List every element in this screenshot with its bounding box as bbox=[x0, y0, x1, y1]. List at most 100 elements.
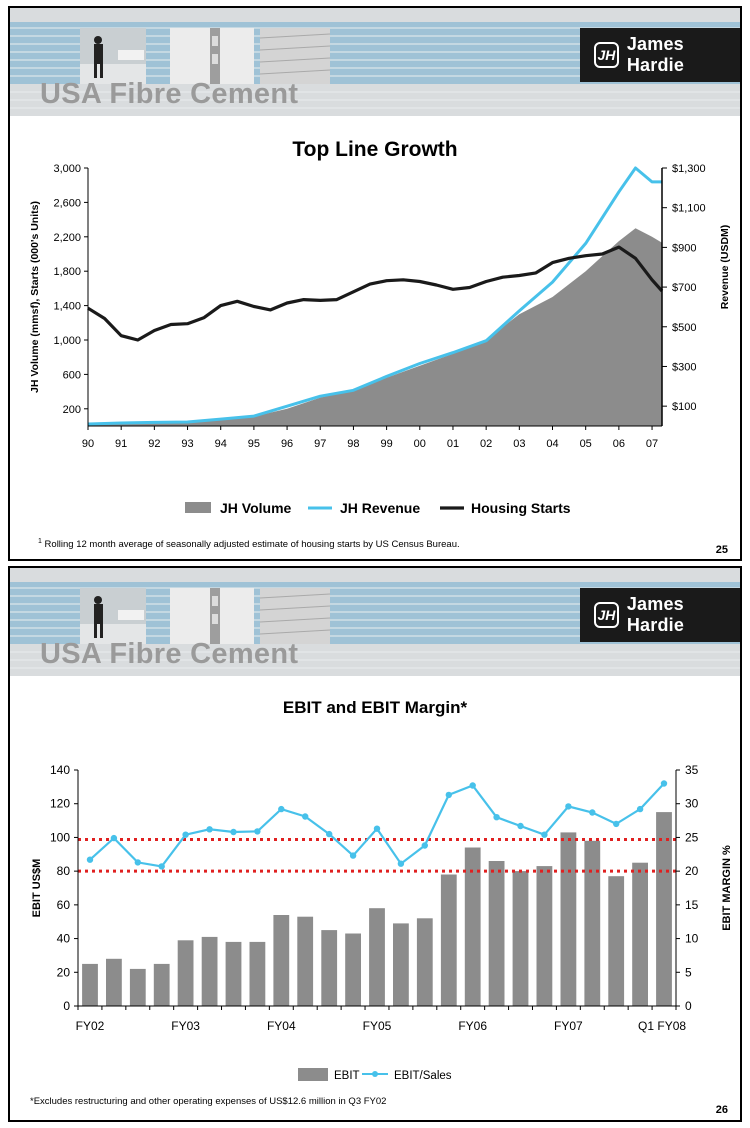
x-tick-label: FY05 bbox=[363, 1019, 392, 1033]
ebit-bar bbox=[632, 862, 648, 1006]
y2-tick-label: $900 bbox=[672, 242, 696, 254]
y2-tick-label: $300 bbox=[672, 361, 696, 373]
chart-title: EBIT and EBIT Margin* bbox=[282, 698, 468, 717]
ebit-bar bbox=[177, 940, 194, 1006]
legend-label-starts: Housing Starts bbox=[471, 500, 571, 516]
ebit-bar bbox=[536, 866, 553, 1006]
y-tick-label: 3,000 bbox=[53, 163, 81, 175]
ebit-bar bbox=[488, 861, 505, 1006]
legend-label-margin: EBIT/Sales bbox=[394, 1070, 452, 1082]
ebit-margin-point bbox=[565, 803, 572, 810]
ebit-bar bbox=[345, 933, 361, 1006]
y2-tick-label: $500 bbox=[672, 322, 696, 334]
x-tick-label: FY06 bbox=[458, 1019, 487, 1033]
y2-tick-label: 10 bbox=[685, 932, 699, 946]
y-tick-label: 2,600 bbox=[53, 197, 81, 209]
ebit-bar bbox=[129, 968, 146, 1006]
legend-label-revenue: JH Revenue bbox=[340, 500, 420, 516]
ebit-bar bbox=[416, 918, 433, 1006]
x-tick-label: FY03 bbox=[171, 1019, 200, 1033]
photo-person-walking bbox=[80, 588, 146, 644]
x-tick-label: 04 bbox=[546, 438, 558, 450]
section-title: USA Fibre Cement bbox=[40, 78, 299, 110]
y2-tick-label: $100 bbox=[672, 401, 696, 413]
ebit-bar bbox=[369, 908, 385, 1006]
brand-name: James Hardie bbox=[626, 34, 685, 75]
y-tick-label: 200 bbox=[63, 404, 81, 416]
footnote: 1 Rolling 12 month average of seasonally… bbox=[38, 538, 460, 550]
y-tick-label: 600 bbox=[63, 369, 81, 381]
x-tick-label: FY02 bbox=[76, 1019, 105, 1033]
ebit-margin-point bbox=[230, 828, 237, 836]
ebit-margin-point bbox=[302, 813, 309, 820]
y-tick-label: 1,000 bbox=[53, 335, 81, 347]
x-tick-label: Q1 FY08 bbox=[638, 1019, 686, 1033]
ebit-margin-point bbox=[206, 826, 213, 833]
ebit-bar bbox=[464, 847, 481, 1006]
y-axis-title: JH Volume (mmsf), Starts (000's Units) bbox=[29, 201, 41, 393]
ebit-margin-point bbox=[326, 830, 333, 838]
ebit-bar bbox=[512, 871, 529, 1006]
footnote-marker: 1 bbox=[38, 538, 42, 545]
ebit-margin-point bbox=[158, 863, 165, 870]
ebit-margin-point bbox=[110, 834, 118, 842]
x-tick-label: 00 bbox=[414, 438, 426, 450]
photo-siding-detail bbox=[260, 588, 330, 644]
ebit-bar bbox=[393, 923, 409, 1006]
ebit-bar bbox=[608, 876, 625, 1006]
ebit-margin-point bbox=[445, 791, 452, 799]
photo-siding-detail bbox=[260, 28, 330, 84]
slide-ebit-margin: JH James Hardie USA Fibre Cement EBIT an… bbox=[8, 566, 742, 1122]
y2-axis-title: EBIT MARGIN % bbox=[721, 845, 733, 931]
ebit-margin-point bbox=[254, 828, 261, 835]
y2-tick-label: $1,100 bbox=[672, 203, 706, 215]
ebit-margin-chart: 140 120 100 80 60 40 20 0 35 30 25 20 15 10 5 0 FY02 FY03… bbox=[31, 763, 733, 1082]
x-tick-label: 93 bbox=[181, 438, 193, 450]
legend-label-volume: JH Volume bbox=[220, 500, 292, 516]
ebit-bar bbox=[153, 963, 170, 1006]
legend-label-ebit: EBIT bbox=[334, 1070, 360, 1082]
y-tick-label: 1,800 bbox=[53, 266, 81, 278]
x-tick-label: 98 bbox=[347, 438, 359, 450]
ebit-margin-point bbox=[421, 842, 428, 849]
ebit-bar bbox=[656, 812, 672, 1006]
jh-logo-icon: JH bbox=[594, 602, 619, 628]
photo-building-window bbox=[170, 588, 254, 644]
ebit-margin-point bbox=[493, 814, 500, 821]
ebit-bar bbox=[560, 832, 577, 1006]
y-tick-label: 40 bbox=[57, 932, 71, 946]
ebit-bar bbox=[201, 936, 218, 1006]
ebit-margin-point bbox=[86, 856, 94, 863]
x-tick-label: FY04 bbox=[267, 1019, 296, 1033]
x-tick-label: 05 bbox=[580, 438, 592, 450]
x-tick-label: 95 bbox=[248, 438, 260, 450]
footnote-text: Rolling 12 month average of seasonally a… bbox=[44, 539, 460, 551]
y-tick-label: 120 bbox=[50, 797, 70, 811]
y-tick-label: 140 bbox=[50, 763, 70, 777]
y2-tick-label: $700 bbox=[672, 282, 696, 294]
y2-tick-label: $1,300 bbox=[672, 163, 706, 175]
jh-revenue-line bbox=[87, 166, 662, 426]
top-line-growth-chart: 3,000 2,600 2,200 1,800 1,400 1,000 600 200 $1,3… bbox=[29, 163, 731, 516]
x-tick-label: 03 bbox=[513, 438, 525, 450]
jh-logo-icon: JH bbox=[594, 42, 619, 68]
y-tick-label: 100 bbox=[50, 830, 70, 844]
y2-tick-label: 15 bbox=[685, 898, 699, 912]
y-tick-label: 80 bbox=[57, 864, 71, 878]
y2-tick-label: 20 bbox=[685, 864, 699, 878]
ebit-bar bbox=[297, 916, 314, 1006]
page-number: 25 bbox=[715, 544, 728, 556]
ebit-margin-point bbox=[517, 822, 524, 830]
page-number: 26 bbox=[715, 1104, 728, 1116]
ebit-margin-line bbox=[89, 782, 665, 868]
slide-top-line-growth: JH James Hardie USA Fibre Cement Top Lin… bbox=[8, 6, 742, 561]
y2-tick-label: 25 bbox=[685, 830, 699, 844]
x-tick-label: 02 bbox=[480, 438, 492, 450]
y-tick-label: 20 bbox=[57, 965, 71, 979]
photo-building-window bbox=[170, 28, 254, 84]
legend-swatch-ebit bbox=[298, 1068, 328, 1081]
y2-axis-title: Revenue (USDM) bbox=[719, 225, 731, 310]
ebit-margin-point bbox=[397, 860, 405, 867]
section-title: USA Fibre Cement bbox=[40, 638, 299, 670]
ebit-bar bbox=[106, 958, 122, 1006]
